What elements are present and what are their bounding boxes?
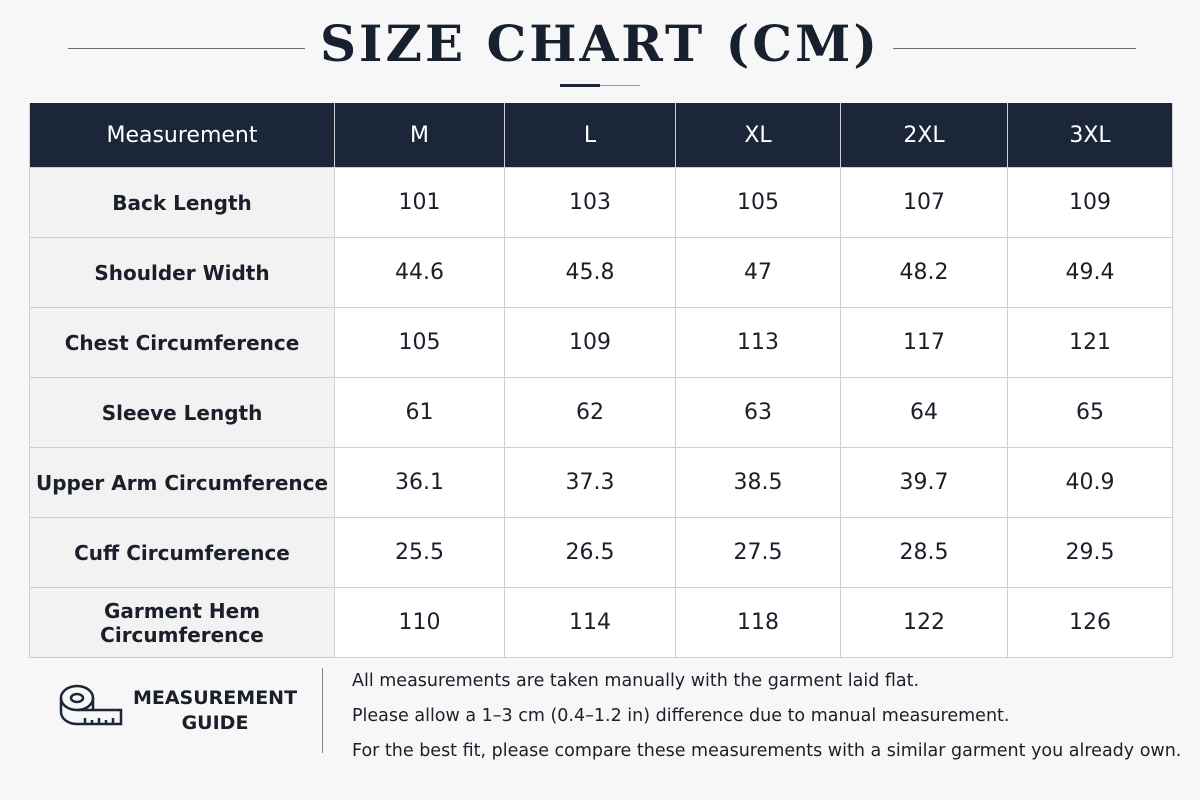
size-value: 29.5: [1007, 517, 1173, 588]
row-label: Upper Arm Circumference: [29, 447, 335, 518]
column-header: L: [504, 103, 676, 168]
size-value: 49.4: [1007, 237, 1173, 308]
size-value: 25.5: [334, 517, 505, 588]
table-row: Chest Circumference 105 109 113 117 121: [29, 307, 1173, 378]
column-header: Measurement: [29, 103, 335, 168]
size-table: Measurement M L XL 2XL 3XL Back Length 101 103 1…: [29, 103, 1173, 658]
size-value: 39.7: [840, 447, 1008, 518]
column-header: XL: [675, 103, 841, 168]
size-value: 126: [1007, 587, 1173, 658]
size-value: 113: [675, 307, 841, 378]
size-value: 118: [675, 587, 841, 658]
title: SIZE CHART (CM): [319, 14, 881, 73]
size-value: 61: [334, 377, 505, 448]
guide-label-line: MEASUREMENT: [132, 687, 298, 709]
size-value: 105: [675, 167, 841, 238]
table-row: Upper Arm Circumference 36.1 37.3 38.5 39.7 4…: [29, 447, 1173, 518]
table-row: Sleeve Length 61 62 63 64 65: [29, 377, 1173, 448]
size-value: 44.6: [334, 237, 505, 308]
size-value: 47: [675, 237, 841, 308]
table-row: Shoulder Width 44.6 45.8 47 48.2 49.4: [29, 237, 1173, 308]
size-value: 27.5: [675, 517, 841, 588]
row-label: Cuff Circumference: [29, 517, 335, 588]
column-header: 2XL: [840, 103, 1008, 168]
size-value: 105: [334, 307, 505, 378]
size-value: 117: [840, 307, 1008, 378]
size-value: 36.1: [334, 447, 505, 518]
title-underline: [560, 84, 600, 87]
size-value: 109: [1007, 167, 1173, 238]
table-body: Back Length 101 103 105 107 109 Shoulder Width…: [29, 167, 1173, 658]
size-value: 28.5: [840, 517, 1008, 588]
row-label: Chest Circumference: [29, 307, 335, 378]
size-value: 38.5: [675, 447, 841, 518]
guide-label: MEASUREMENT GUIDE: [130, 686, 300, 736]
note: Please allow a 1–3 cm (0.4–1.2 in) diffe…: [352, 706, 1010, 726]
header-row: Measurement M L XL 2XL 3XL: [29, 103, 1173, 168]
size-value: 65: [1007, 377, 1173, 448]
table-row: Back Length 101 103 105 107 109: [29, 167, 1173, 238]
guide-label-line: GUIDE: [181, 712, 249, 734]
table-row: Cuff Circumference 25.5 26.5 27.5 28.5 29.5: [29, 517, 1173, 588]
size-value: 101: [334, 167, 505, 238]
size-value: 107: [840, 167, 1008, 238]
size-value: 64: [840, 377, 1008, 448]
size-value: 48.2: [840, 237, 1008, 308]
size-value: 37.3: [504, 447, 676, 518]
note: For the best fit, please compare these m…: [352, 741, 1182, 761]
size-value: 103: [504, 167, 676, 238]
column-header: 3XL: [1007, 103, 1173, 168]
size-value: 45.8: [504, 237, 676, 308]
size-value: 122: [840, 587, 1008, 658]
size-value: 110: [334, 587, 505, 658]
row-label: Sleeve Length: [29, 377, 335, 448]
table-row: Garment Hem Circumference 110 114 118 122 126: [29, 587, 1173, 658]
notes: All measurements are taken manually with…: [352, 664, 1181, 769]
row-label: Back Length: [29, 167, 335, 238]
divider: [322, 668, 323, 753]
column-header: M: [334, 103, 505, 168]
title-rule: [68, 48, 305, 49]
size-value: 114: [504, 587, 676, 658]
tape-icon: [59, 684, 123, 726]
size-value: 26.5: [504, 517, 676, 588]
size-value: 109: [504, 307, 676, 378]
row-label: Shoulder Width: [29, 237, 335, 308]
row-label: Garment Hem Circumference: [29, 587, 335, 658]
size-value: 40.9: [1007, 447, 1173, 518]
title-rule: [893, 48, 1136, 49]
title-underline: [600, 85, 640, 86]
size-value: 62: [504, 377, 676, 448]
size-value: 63: [675, 377, 841, 448]
note: All measurements are taken manually with…: [352, 671, 920, 691]
size-value: 121: [1007, 307, 1173, 378]
